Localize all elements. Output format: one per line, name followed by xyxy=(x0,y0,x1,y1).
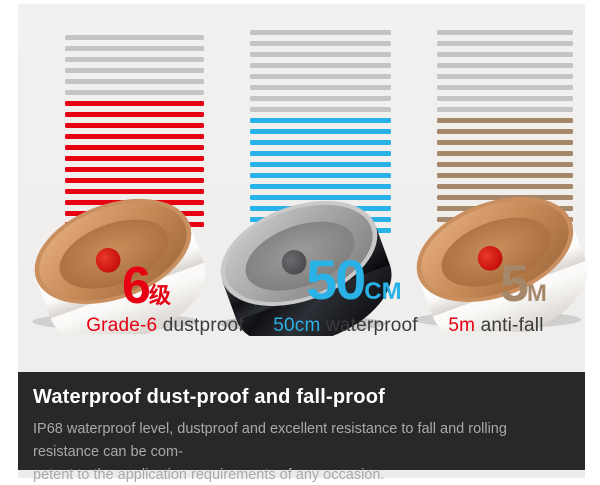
metric-value: 5 xyxy=(500,255,529,313)
caption-highlight: 50cm xyxy=(273,315,321,336)
metric-value: 6 xyxy=(122,257,151,315)
black-smart-ring-photo xyxy=(218,200,392,336)
waterproof-caption: 50cm waterproof xyxy=(243,315,448,337)
banner-body-line2: petent to the application requirements o… xyxy=(33,467,385,483)
banner-body: IP68 waterproof level, dustproof and exc… xyxy=(33,418,569,485)
ring-button-dot xyxy=(477,245,503,271)
white-ceramic-smart-ring-photo xyxy=(32,198,206,334)
dustproof-metric: 6级 xyxy=(122,260,171,312)
caption-highlight: 5m xyxy=(448,315,476,336)
banner-body-line1: IP68 waterproof level, dustproof and exc… xyxy=(33,421,507,460)
banner-title: Waterproof dust-proof and fall-proof xyxy=(33,386,385,408)
dustproof-caption: Grade-6 dustproof xyxy=(40,315,290,337)
metric-unit: M xyxy=(526,280,547,307)
ring-button-dot xyxy=(281,249,307,275)
caption-text: dustproof xyxy=(157,315,244,336)
anti-fall-metric: 5M xyxy=(500,258,547,310)
anti-fall-caption: 5m anti-fall xyxy=(416,315,576,337)
caption-highlight: Grade-6 xyxy=(86,315,158,336)
caption-text: anti-fall xyxy=(475,315,544,336)
metric-unit: 级 xyxy=(148,283,171,308)
white-ceramic-smart-ring-photo xyxy=(414,196,588,332)
metric-value: 50 xyxy=(306,248,366,311)
metric-unit: CM xyxy=(364,278,402,305)
ring-button-dot xyxy=(95,247,121,273)
caption-text: waterproof xyxy=(320,315,418,336)
waterproof-metric: 50CM xyxy=(306,252,402,308)
feature-description-banner: Waterproof dust-proof and fall-proof IP6… xyxy=(18,372,585,483)
